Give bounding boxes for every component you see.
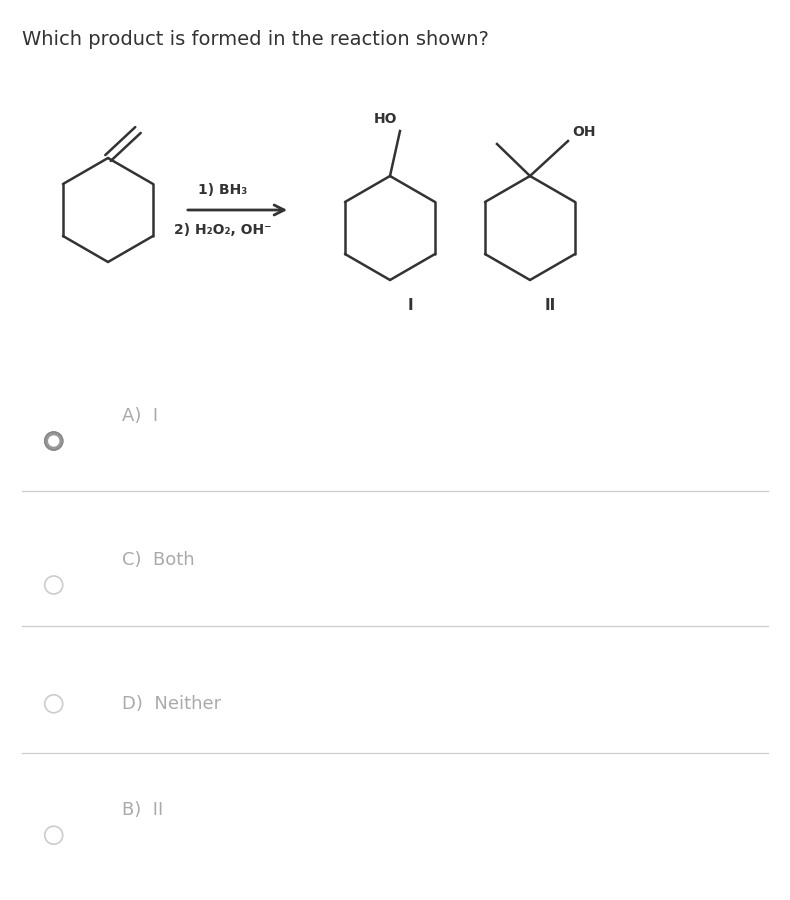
Circle shape [45, 695, 62, 713]
Text: Which product is formed in the reaction shown?: Which product is formed in the reaction … [22, 30, 489, 49]
Text: OH: OH [572, 125, 596, 139]
Text: I: I [407, 298, 413, 313]
Text: D)  Neither: D) Neither [122, 695, 221, 713]
Circle shape [49, 436, 58, 446]
Text: II: II [544, 298, 555, 313]
Text: 1) BH₃: 1) BH₃ [198, 183, 247, 197]
Text: HO: HO [374, 112, 397, 126]
Text: A)  I: A) I [122, 407, 159, 425]
Text: B)  II: B) II [122, 801, 164, 819]
Circle shape [45, 826, 62, 844]
Text: 2) H₂O₂, OH⁻: 2) H₂O₂, OH⁻ [175, 223, 272, 237]
Text: C)  Both: C) Both [122, 551, 195, 569]
Circle shape [45, 432, 62, 450]
Circle shape [45, 576, 62, 594]
